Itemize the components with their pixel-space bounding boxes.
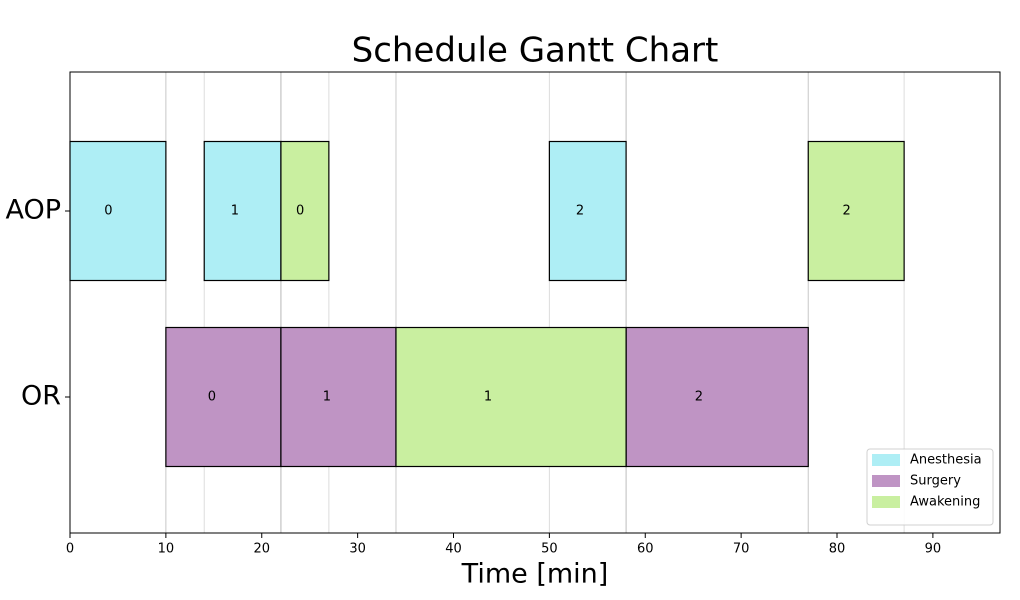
- x-tick-label: 40: [445, 542, 462, 557]
- legend-swatch: [872, 454, 900, 466]
- y-tick-label: AOP: [5, 195, 61, 226]
- task-bar: [203, 140, 282, 282]
- bars: 0 1 2 0 1 2 0 1 2: [69, 140, 905, 468]
- task-label: 1: [231, 204, 239, 219]
- task-label: 2: [842, 204, 850, 219]
- task-label: 0: [208, 390, 216, 405]
- x-tick-label: 10: [158, 542, 175, 557]
- x-tick-label: 30: [349, 542, 366, 557]
- task-label: 2: [576, 204, 584, 219]
- x-axis-label: Time [min]: [461, 559, 609, 590]
- legend-swatch: [872, 475, 900, 487]
- task-bar: [395, 326, 627, 468]
- x-tick-label: 20: [253, 542, 270, 557]
- task-bar: [280, 140, 330, 282]
- task-bar: [165, 326, 282, 468]
- task-label: 0: [296, 204, 304, 219]
- x-tick-label: 80: [829, 542, 846, 557]
- legend-label: Awakening: [910, 495, 980, 510]
- task-bar: [280, 326, 397, 468]
- plot-frame: [69, 71, 1001, 534]
- x-tick-label: 70: [733, 542, 750, 557]
- legend-swatch: [872, 496, 900, 508]
- task-bar: [625, 326, 809, 468]
- x-tick-label: 90: [925, 542, 942, 557]
- legend: Anesthesia Surgery Awakening: [866, 448, 994, 526]
- task-label: 0: [104, 204, 112, 219]
- task-label: 1: [484, 390, 492, 405]
- x-tick-label: 60: [637, 542, 654, 557]
- chart-title: Schedule Gantt Chart: [352, 31, 719, 71]
- task-bar: [548, 140, 627, 282]
- legend-label: Surgery: [910, 474, 961, 489]
- legend-label: Anesthesia: [910, 453, 982, 468]
- task-bar: [69, 140, 167, 282]
- task-label: 1: [323, 390, 331, 405]
- task-label: 2: [695, 390, 703, 405]
- x-tick-label: 50: [541, 542, 558, 557]
- y-tick-label: OR: [21, 381, 61, 412]
- x-tick-label: 0: [66, 542, 74, 557]
- task-bar: [807, 140, 905, 282]
